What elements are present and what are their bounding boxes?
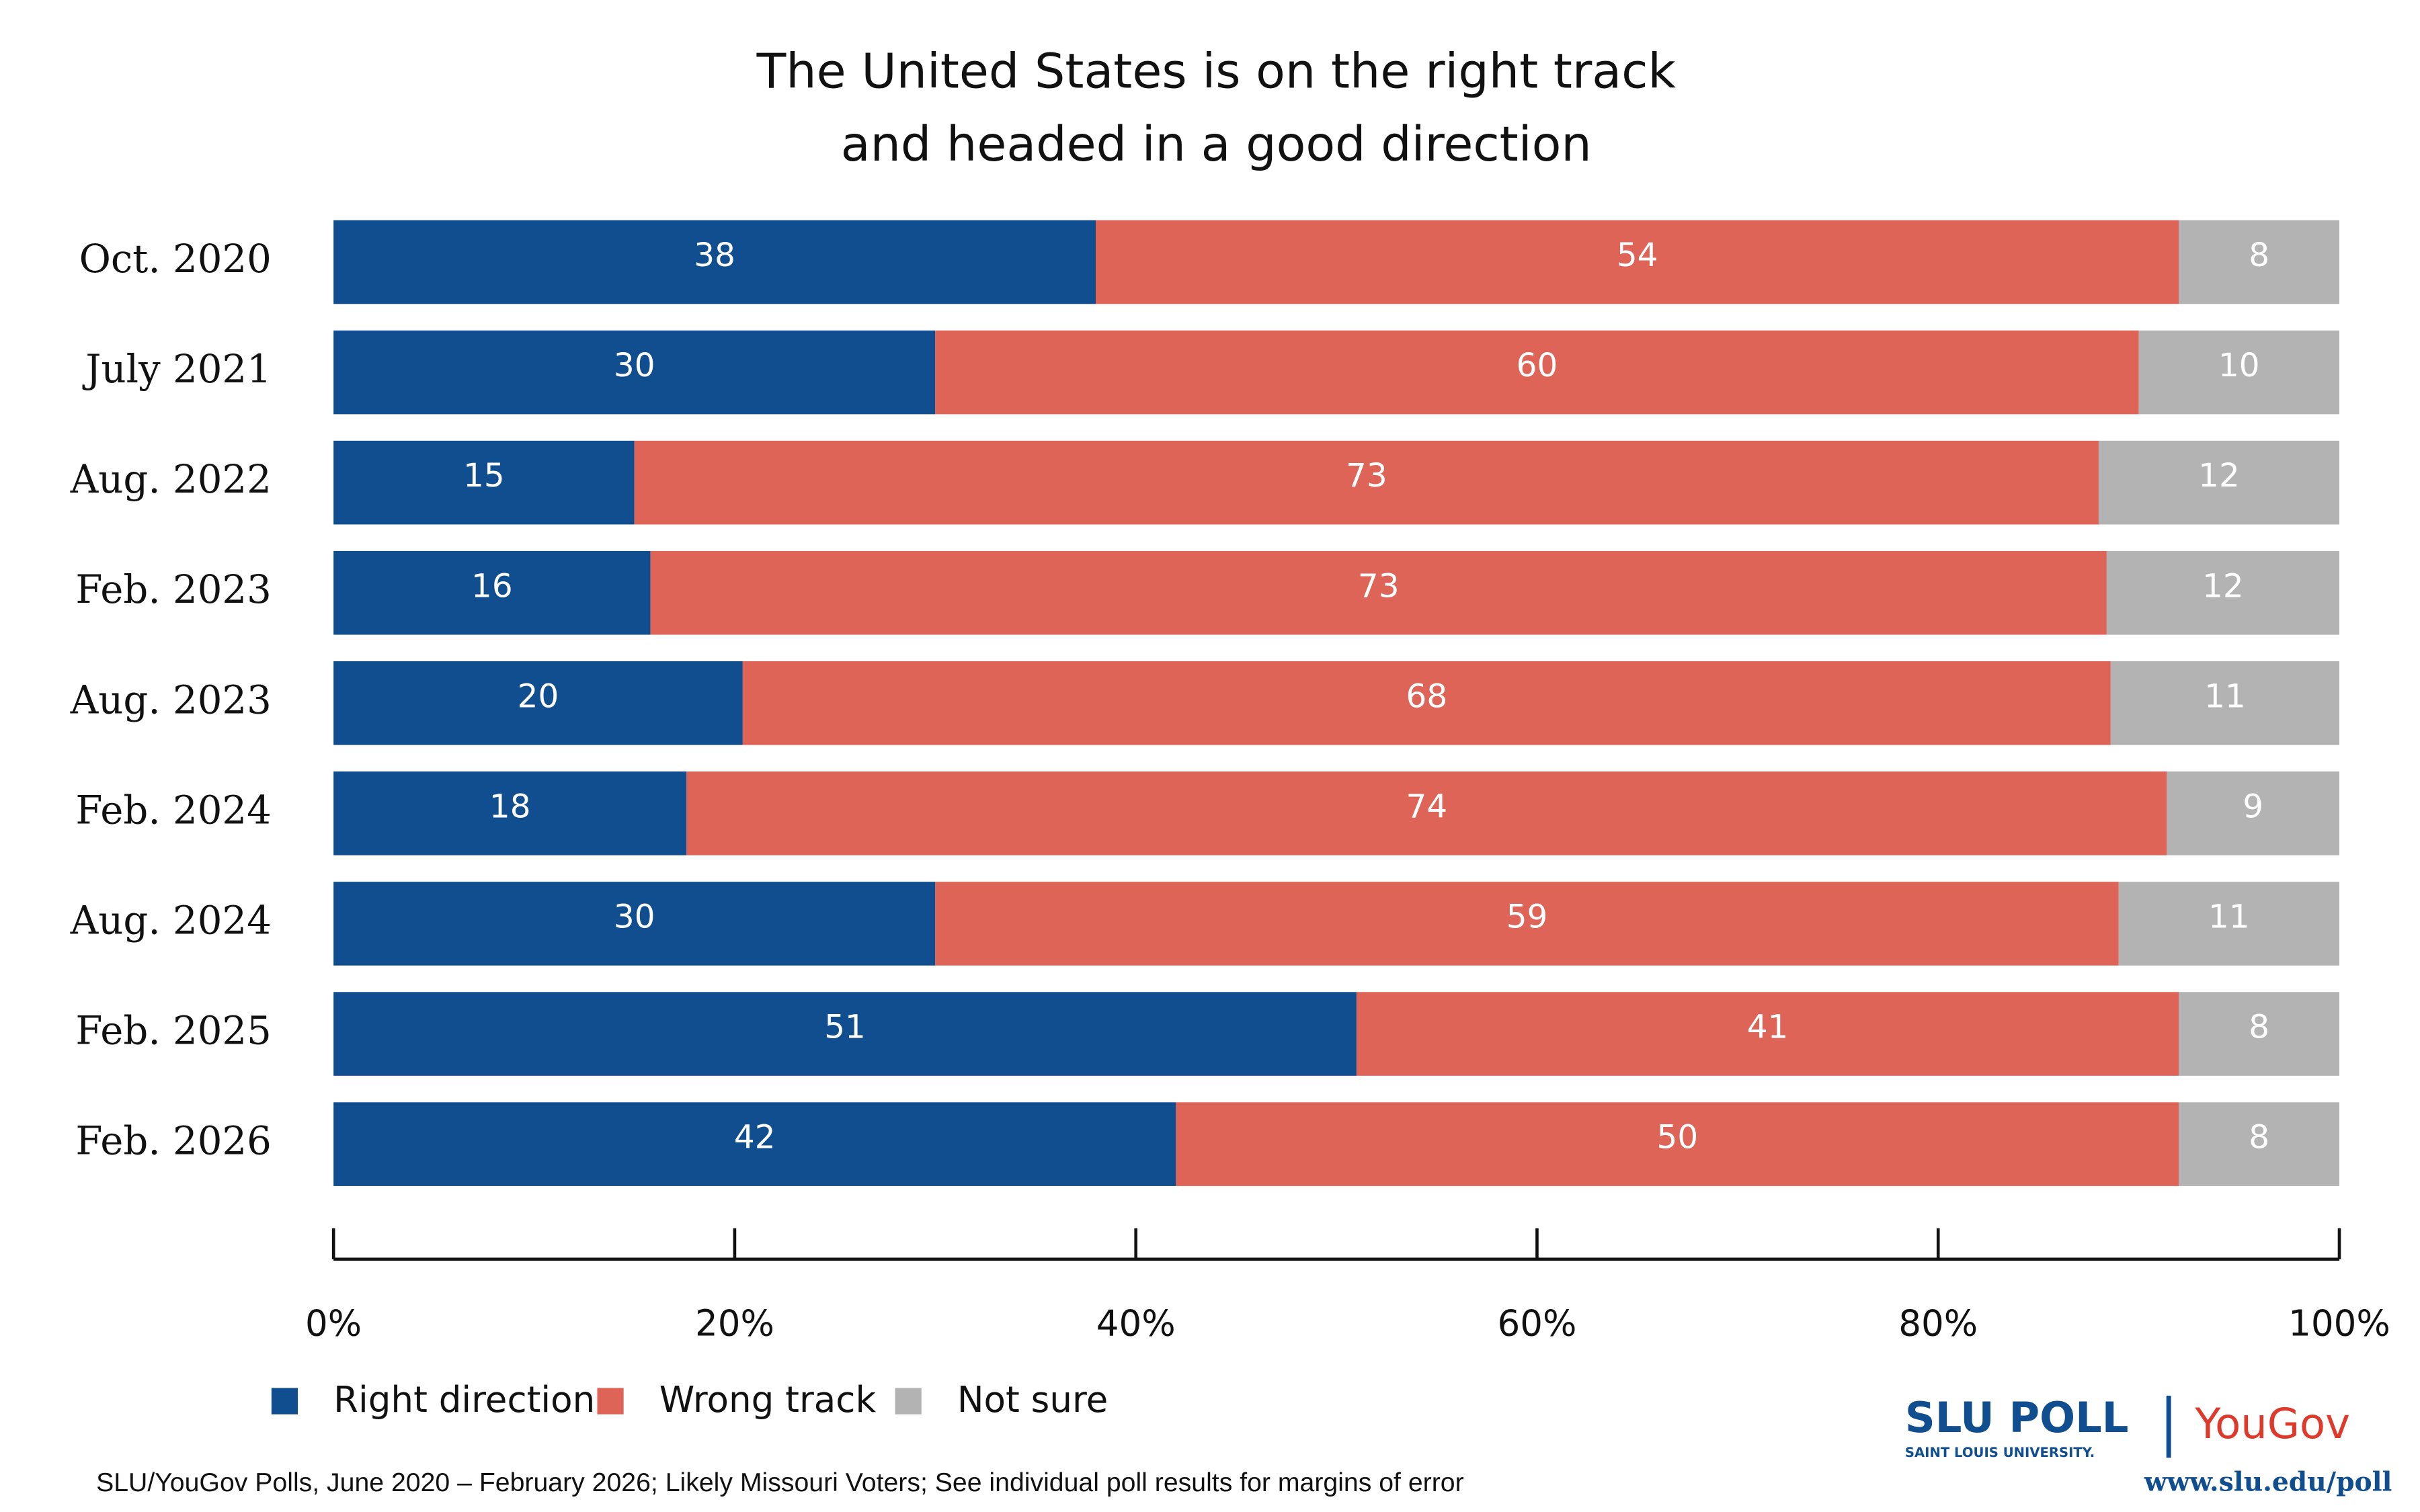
bar-segment: [742, 661, 2111, 745]
bar-segment: [333, 771, 687, 855]
data-label: 9: [2243, 788, 2263, 825]
data-label: 12: [2198, 457, 2240, 495]
data-label: 38: [694, 237, 735, 274]
x-tick-label: 0%: [305, 1303, 362, 1345]
data-label: 73: [1346, 457, 1387, 495]
data-label: 8: [2249, 1009, 2269, 1046]
data-label: 30: [614, 898, 655, 936]
bar-segment: [333, 882, 936, 966]
bar-segment: [935, 882, 2119, 966]
chart-title: and headed in a good direction: [841, 116, 1592, 172]
bar-segment: [333, 440, 635, 525]
y-tick-label: Aug. 2023: [70, 677, 272, 722]
yougov-logo: YouGov: [2194, 1399, 2350, 1448]
bar-segment: [1096, 220, 2179, 304]
bar-segment: [935, 330, 2139, 415]
data-label: 8: [2249, 237, 2269, 274]
bar-segment: [2110, 661, 2339, 745]
bar-segment: [2167, 771, 2339, 855]
bar-segment: [333, 992, 1357, 1076]
bar-segment: [2179, 992, 2339, 1076]
source-note: SLU/YouGov Polls, June 2020 – February 2…: [96, 1468, 1464, 1497]
legend-swatch: [895, 1388, 922, 1415]
bar-segment: [333, 661, 743, 745]
data-label: 15: [463, 457, 505, 495]
y-tick-label: Feb. 2024: [75, 787, 271, 833]
y-tick-label: Feb. 2023: [75, 566, 271, 612]
data-label: 12: [2202, 567, 2244, 605]
bar-segment: [1356, 992, 2179, 1076]
x-tick-label: 60%: [1497, 1303, 1576, 1345]
data-label: 59: [1506, 898, 1548, 936]
bar-segment: [634, 440, 2099, 525]
y-tick-label: Aug. 2024: [70, 897, 272, 943]
data-label: 51: [824, 1009, 866, 1046]
data-label: 30: [614, 347, 655, 384]
data-label: 10: [2218, 347, 2260, 384]
bar-segment: [686, 771, 2167, 855]
y-tick-label: Feb. 2026: [75, 1118, 271, 1164]
bar-segment: [2106, 550, 2339, 635]
legend-label: Right direction: [333, 1379, 595, 1421]
bar-segment: [2098, 440, 2339, 525]
bar-segment: [2138, 330, 2339, 415]
legend-swatch: [271, 1388, 298, 1415]
data-label: 16: [471, 567, 513, 605]
data-label: 11: [2208, 898, 2250, 936]
slu-logo-sub: SAINT LOUIS UNIVERSITY.: [1905, 1445, 2095, 1460]
data-label: 11: [2204, 677, 2246, 715]
bar-segment: [2179, 220, 2339, 304]
y-tick-label: July 2021: [82, 346, 271, 392]
data-label: 74: [1406, 788, 1448, 825]
data-label: 68: [1406, 677, 1448, 715]
data-label: 18: [489, 788, 531, 825]
bar-segment: [1176, 1102, 2179, 1186]
data-label: 41: [1747, 1009, 1789, 1046]
y-tick-label: Aug. 2022: [70, 456, 272, 502]
data-label: 20: [518, 677, 559, 715]
legend-label: Wrong track: [659, 1379, 877, 1421]
data-label: 8: [2249, 1119, 2269, 1157]
url: www.slu.edu/poll: [2144, 1466, 2392, 1497]
x-tick-label: 80%: [1898, 1303, 1978, 1345]
chart-title: The United States is on the right track: [756, 43, 1677, 99]
bar-segment: [650, 550, 2107, 635]
slu-logo: SLU POLL: [1905, 1393, 2129, 1442]
bar-segment: [333, 1102, 1176, 1186]
data-label: 73: [1358, 567, 1400, 605]
data-label: 60: [1517, 347, 1558, 384]
x-tick-label: 100%: [2288, 1303, 2390, 1345]
bar-segment: [2179, 1102, 2339, 1186]
x-tick-label: 40%: [1096, 1303, 1176, 1345]
legend-label: Not sure: [957, 1379, 1108, 1421]
data-label: 42: [734, 1119, 776, 1157]
x-tick-label: 20%: [695, 1303, 774, 1345]
data-label: 54: [1617, 237, 1658, 274]
bar-segment: [333, 220, 1096, 304]
legend-swatch: [597, 1388, 624, 1415]
bar-segment: [333, 330, 936, 415]
bar-segment: [333, 550, 651, 635]
data-label: 50: [1657, 1119, 1699, 1157]
bar-segment: [2118, 882, 2339, 966]
y-tick-label: Feb. 2025: [75, 1008, 271, 1054]
y-tick-label: Oct. 2020: [79, 236, 272, 282]
